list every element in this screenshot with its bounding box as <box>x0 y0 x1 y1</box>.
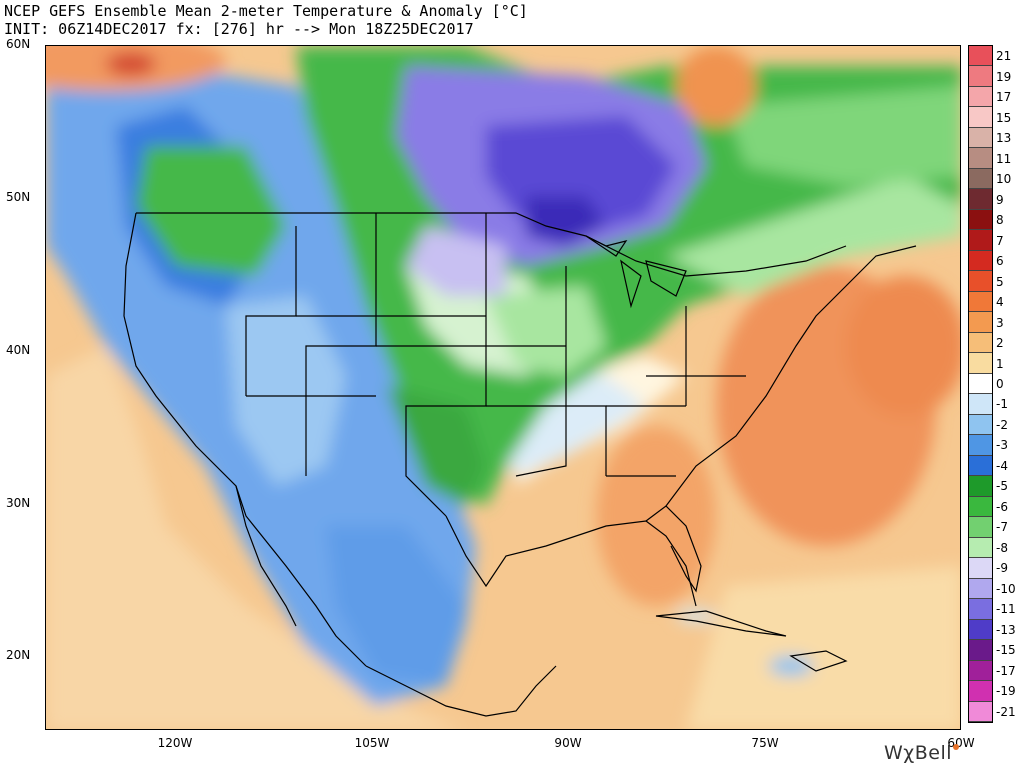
color-scale-label: -17 <box>996 663 1016 678</box>
color-scale-label: 13 <box>996 131 1012 146</box>
color-scale-label: -6 <box>996 499 1008 514</box>
color-scale-cell <box>969 537 992 559</box>
color-scale-label: 9 <box>996 192 1004 207</box>
political-boundaries <box>123 212 917 717</box>
color-scale-cell <box>969 230 992 251</box>
lat-label-40n: 40N <box>6 343 31 357</box>
lon-label-105w: 105W <box>354 736 390 750</box>
color-scale-cell <box>969 189 992 210</box>
brand-dot-icon <box>953 744 960 750</box>
color-scale-cell <box>969 619 992 641</box>
color-scale-cell <box>969 312 992 333</box>
color-scale-cell <box>969 517 992 538</box>
color-scale-label: -11 <box>996 602 1016 617</box>
color-scale-label: 7 <box>996 233 1004 248</box>
color-scale-cell <box>969 435 992 456</box>
color-scale-cell <box>969 558 992 579</box>
color-scale-label: -9 <box>996 561 1008 576</box>
color-scale-label: -4 <box>996 458 1008 473</box>
color-scale-label: -7 <box>996 520 1008 535</box>
color-scale-label: 15 <box>996 110 1012 125</box>
color-scale-cell <box>969 414 992 436</box>
color-scale-label: -8 <box>996 540 1008 555</box>
color-scale-cell <box>969 681 992 702</box>
color-scale-label: 4 <box>996 295 1004 310</box>
lon-label-120w: 120W <box>157 736 193 750</box>
temperature-anomaly-map <box>45 45 961 730</box>
color-scale-cell <box>969 394 992 415</box>
lat-label-50n: 50N <box>6 190 31 204</box>
lon-label-90w: 90W <box>554 736 582 750</box>
color-scale-label: -5 <box>996 479 1008 494</box>
color-scale-cell <box>969 332 992 354</box>
map-title: NCEP GEFS Ensemble Mean 2-meter Temperat… <box>4 2 528 20</box>
color-scale-cell <box>969 353 992 374</box>
color-scale-label: 19 <box>996 69 1012 84</box>
lat-label-30n: 30N <box>6 496 31 510</box>
color-scale-bar <box>968 45 993 723</box>
color-scale-label: 1 <box>996 356 1004 371</box>
color-scale-cell <box>969 209 992 231</box>
color-scale-label: -2 <box>996 417 1008 432</box>
color-scale-label: 3 <box>996 315 1004 330</box>
color-scale-label: 5 <box>996 274 1004 289</box>
brand-logo: WχBell <box>884 742 960 764</box>
color-scale-cell <box>969 127 992 149</box>
color-scale-label: 11 <box>996 151 1012 166</box>
color-scale-cell <box>969 46 992 67</box>
color-scale-label: 8 <box>996 213 1004 228</box>
color-scale-label: -1 <box>996 397 1008 412</box>
color-scale-cell <box>969 701 992 722</box>
color-scale-label: -3 <box>996 438 1008 453</box>
lat-label-20n: 20N <box>6 648 31 662</box>
color-scale-cell <box>969 373 992 395</box>
color-scale-label: 2 <box>996 336 1004 351</box>
color-scale-label: 0 <box>996 377 1004 391</box>
color-scale-cell <box>969 578 992 600</box>
color-scale-cell <box>969 476 992 497</box>
lon-label-75w: 75W <box>751 736 779 750</box>
color-scale-label: 6 <box>996 254 1004 269</box>
color-scale-cell <box>969 496 992 518</box>
color-scale-label: -21 <box>996 704 1016 719</box>
color-scale-label: -15 <box>996 643 1016 658</box>
color-scale-cell <box>969 291 992 313</box>
color-scale-label: -19 <box>996 684 1016 699</box>
color-scale-label: 10 <box>996 172 1012 187</box>
lat-label-60n: 60N <box>6 37 31 51</box>
map-subtitle: INIT: 06Z14DEC2017 fx: [276] hr --> Mon … <box>4 20 474 38</box>
pale-warm-region <box>46 346 461 729</box>
color-scale-label: -10 <box>996 581 1016 596</box>
color-scale-label: -13 <box>996 622 1016 637</box>
color-scale-label: 21 <box>996 49 1012 64</box>
color-scale-cell <box>969 455 992 477</box>
color-scale-cell <box>969 271 992 292</box>
color-scale-cell <box>969 599 992 620</box>
color-scale-cell <box>969 107 992 128</box>
color-scale-cell <box>969 66 992 87</box>
color-scale-cell <box>969 660 992 682</box>
color-scale-cell <box>969 148 992 169</box>
color-scale-label: 17 <box>996 90 1012 105</box>
color-scale-cell <box>969 640 992 661</box>
color-scale-cell <box>969 250 992 272</box>
color-scale-cell <box>969 168 992 190</box>
color-scale-cell <box>969 86 992 108</box>
